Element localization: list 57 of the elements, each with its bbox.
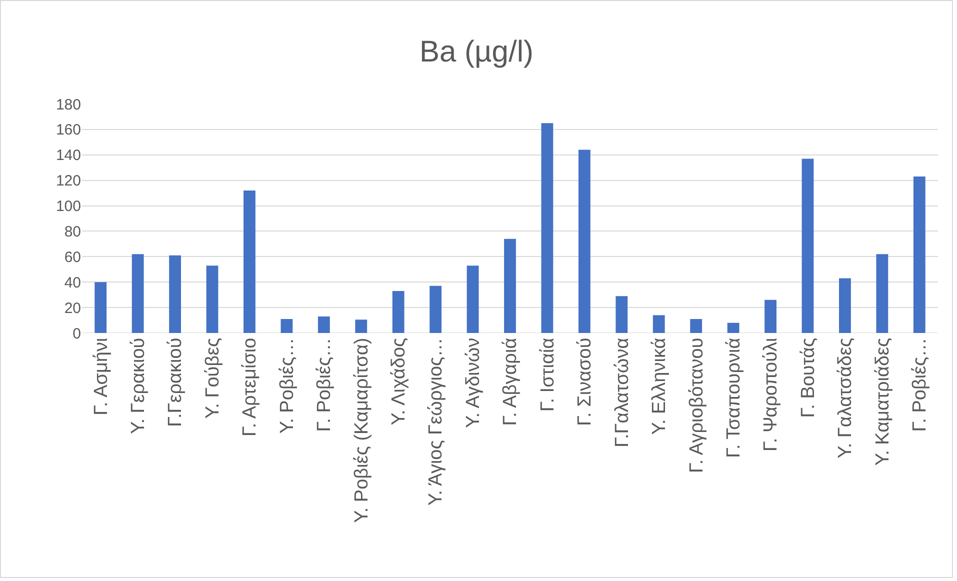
y-tick-label: 120 xyxy=(56,172,81,190)
x-tick-label: Υ. Λιχάδος xyxy=(388,338,410,426)
x-tick-label: Υ. Ελληνικά xyxy=(649,338,670,435)
bar xyxy=(318,316,330,333)
x-tick-label: Υ. Γερακιού xyxy=(128,338,150,434)
y-tick-label: 180 xyxy=(56,96,81,114)
bar xyxy=(504,238,516,333)
bar xyxy=(280,319,293,333)
x-tick-label: Γ. Τσαπουρνιά xyxy=(723,338,744,458)
y-tick-label: 60 xyxy=(64,248,81,266)
y-tick-label: 20 xyxy=(64,300,81,317)
bar xyxy=(206,266,218,333)
x-tick-label: Υ. Γούβες xyxy=(202,338,224,419)
bar xyxy=(876,254,888,333)
bar xyxy=(802,158,814,333)
bar xyxy=(727,322,740,333)
bar xyxy=(169,255,181,333)
x-tick-label: Υ. Αγδινών xyxy=(462,338,484,428)
bar xyxy=(355,320,368,333)
x-tick-label: Γ. Ψαροπούλι xyxy=(760,338,782,452)
bar xyxy=(913,176,926,333)
bar xyxy=(652,315,665,333)
x-tick-label: Γ. Αρτεμίσιο xyxy=(240,338,261,437)
x-tick-label: Γ. Ασμήνι xyxy=(90,338,112,416)
bar xyxy=(839,278,851,333)
x-tick-label: Γ. Ιστιαία xyxy=(537,338,558,412)
bar xyxy=(392,291,404,333)
bar xyxy=(466,266,479,333)
y-tick-label: 0 xyxy=(72,325,81,342)
y-tick-label: 160 xyxy=(56,122,81,139)
x-tick-label: Γ. Βουτάς xyxy=(798,338,819,418)
bar xyxy=(616,296,628,333)
x-tick-label: Υ. Καματριάδες xyxy=(872,338,894,466)
x-tick-label: Γ. Ροβιές… xyxy=(314,338,336,432)
x-tick-label: Υ. Γαλατσάδες xyxy=(835,338,856,458)
x-tick-label: Υ. Ροβιές (Καμαρίτσα) xyxy=(351,338,372,523)
y-tick-label: 80 xyxy=(64,223,81,240)
y-tick-label: 40 xyxy=(64,274,81,292)
x-tick-label: Γ.Γαλατσώνα xyxy=(612,338,633,448)
y-tick-label: 100 xyxy=(56,198,81,216)
x-tick-label: Γ.Γερακιού xyxy=(165,338,186,427)
x-tick-label: Υ. Άγιος Γεώργιος… xyxy=(426,338,447,506)
y-tick-label: 140 xyxy=(56,147,81,164)
x-tick-label: Γ. Αβγαριά xyxy=(500,338,522,426)
x-tick-label: Γ. Αγριοβότανου xyxy=(686,338,708,474)
x-tick-label: Γ. Σινασού xyxy=(574,338,596,426)
bar xyxy=(690,319,702,333)
bar xyxy=(132,254,144,333)
bar xyxy=(94,282,107,333)
bar xyxy=(764,300,776,333)
chart-title: Ba (µg/l) xyxy=(420,36,534,68)
bar xyxy=(430,286,442,333)
bar xyxy=(541,123,554,333)
bar xyxy=(578,150,590,333)
x-tick-label: Γ. Ροβιές… xyxy=(910,338,931,432)
x-tick-label: Υ. Ροβιές… xyxy=(276,338,298,434)
bar xyxy=(244,190,256,333)
